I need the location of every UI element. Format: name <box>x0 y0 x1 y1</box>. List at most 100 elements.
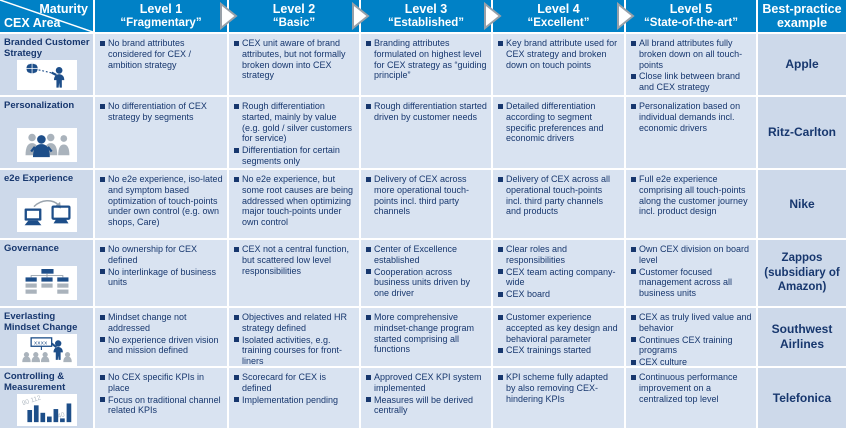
level-4-subtitle: “Excellent” <box>527 16 590 29</box>
bullet-text: Delivery of CEX across all operational t… <box>506 174 611 217</box>
bullet-item: Focus on traditional channel related KPI… <box>100 395 223 417</box>
bullet-text: CEX as truly lived value and behavior <box>639 312 752 333</box>
bullet-square-icon <box>366 374 371 380</box>
bullet-item: Continues CEX training programs <box>631 335 752 357</box>
header-level-2: Level 2 “Basic” <box>229 0 370 32</box>
svg-text:40: 40 <box>57 411 66 420</box>
bullet-square-icon <box>100 337 105 343</box>
matrix-cell-governance-level-3: Center of Excellence established Cooperat… <box>361 240 491 306</box>
matrix-cell-mindset-level-5: CEX as truly lived value and behavior Con… <box>626 308 756 367</box>
bullet-item: No e2e experience, iso-lated and symptom… <box>100 174 223 228</box>
bullet-text: CEX board <box>506 289 551 300</box>
bullet-text: Implementation pending <box>242 394 339 405</box>
bullet-item: CEX board <box>498 289 620 300</box>
bullet-square-icon <box>498 246 503 252</box>
bullet-square-icon <box>366 40 371 46</box>
matrix-cell-personalization-level-3: Rough differentiation started driven by … <box>361 97 491 168</box>
matrix-cell-mindset-level-4: Customer experience accepted as key desi… <box>493 308 624 366</box>
best-practice-title: Best-practice <box>762 1 842 16</box>
bullet-text: Isolated activities, e.g. training cours… <box>242 334 343 367</box>
bullet-square-icon <box>234 337 239 343</box>
header-level-1: Level 1 “Fragmentary” <box>95 0 238 32</box>
level-1-title: Level 1 <box>139 2 183 17</box>
bullet-text: Scorecard for CEX is defined <box>242 372 327 393</box>
bullet-text: No e2e experience, but some root causes … <box>242 174 354 228</box>
bullet-square-icon <box>234 147 239 153</box>
bullet-text: Focus on traditional channel related KPI… <box>108 394 221 416</box>
bullet-text: Center of Excellence established <box>374 244 458 265</box>
matrix-cell-e2e-level-2: No e2e experience, but some root causes … <box>229 170 359 238</box>
bullet-square-icon <box>498 176 503 182</box>
bullet-square-icon <box>100 246 105 252</box>
bullet-item: No differentiation of CEX strategy by se… <box>100 101 223 123</box>
level-1-subtitle: “Fragmentary” <box>120 16 202 29</box>
bullet-square-icon <box>100 314 105 320</box>
bullet-square-icon <box>234 40 239 46</box>
bullet-text: Customer experience accepted as key desi… <box>506 312 618 344</box>
area-cell-governance: Governance <box>0 240 93 306</box>
bullet-square-icon <box>366 103 371 109</box>
level-2-title: Level 2 <box>272 2 316 17</box>
matrix-cell-strategy-level-3: Branding attributes formulated on highes… <box>361 34 491 95</box>
level-3-subtitle: “Established” <box>387 16 465 29</box>
level-5-title: Level 5 <box>669 2 713 17</box>
bullet-item: More comprehensive mindset-change progra… <box>366 312 487 355</box>
bullet-item: Scorecard for CEX is defined <box>234 372 355 394</box>
area-label: e2e Experience <box>4 173 74 184</box>
bullet-text: CEX unit aware of brand attributes, but … <box>242 38 346 81</box>
bullet-text: Cooperation across business units driven… <box>374 266 471 299</box>
bullet-square-icon <box>631 40 636 46</box>
bullet-item: Customer experience accepted as key desi… <box>498 312 620 344</box>
matrix-cell-strategy-level-5: All brand attributes fully broken down o… <box>626 34 756 95</box>
area-label: Personalization <box>4 100 75 111</box>
bullet-text: No CEX specific KPIs in place <box>108 372 205 393</box>
matrix-cell-controlling-level-3: Approved CEX KPI system implemented Measu… <box>361 368 491 428</box>
bullet-square-icon <box>631 269 636 275</box>
level-4-title: Level 4 <box>537 2 580 17</box>
level-2-subtitle: “Basic” <box>272 16 316 29</box>
bullet-text: CEX trainings started <box>506 345 592 356</box>
bullet-item: CEX team acting company-wide <box>498 267 620 289</box>
matrix-cell-strategy-level-4: Key brand attribute used for CEX strateg… <box>493 34 624 95</box>
bullet-item: Branding attributes formulated on highes… <box>366 38 487 81</box>
bullet-item: Key brand attribute used for CEX strateg… <box>498 38 620 70</box>
diagonal-divider <box>0 0 93 32</box>
bullet-item: Delivery of CEX across more operational … <box>366 174 487 217</box>
bullet-text: Delivery of CEX across more operational … <box>374 174 470 217</box>
bullet-item: Personalization based on individual dema… <box>631 101 752 133</box>
bullet-text: Rough differentiation started, mainly by… <box>242 101 353 144</box>
bullet-square-icon <box>234 246 239 252</box>
bullet-square-icon <box>234 176 239 182</box>
area-cell-mindset-change: Everlasting Mindset Change xxxx <box>0 308 93 366</box>
bullet-text: Own CEX division on board level <box>639 244 750 265</box>
header-cex-area-label: CEX Area <box>4 16 61 30</box>
bullet-square-icon <box>631 73 636 79</box>
bullet-item: Rough differentiation started driven by … <box>366 101 487 123</box>
bullet-square-icon <box>631 176 636 182</box>
matrix-cell-governance-level-4: Clear roles and responsibilities CEX team… <box>493 240 624 306</box>
right-arrow-icon <box>219 1 239 31</box>
area-label: Branded Customer Strategy <box>4 37 90 60</box>
matrix-cell-governance-level-2: CEX not a central function, but scattere… <box>229 240 359 306</box>
bullet-text: Approved CEX KPI system implemented <box>374 372 482 393</box>
header-maturity-label: Maturity <box>39 2 88 16</box>
matrix-cell-controlling-level-5: Continuous performance improvement on a … <box>626 368 756 428</box>
bullet-text: Continuous performance improvement on a … <box>639 372 738 404</box>
bullet-text: No differentiation of CEX strategy by se… <box>108 101 207 122</box>
header-level-5: Level 5 “State-of-the-art” <box>626 0 756 32</box>
bullet-square-icon <box>631 374 636 380</box>
bullet-item: CEX trainings started <box>498 345 620 356</box>
bullet-item: Detailed differentiation according to se… <box>498 101 620 144</box>
e2e-connected-computers-icon <box>17 198 77 232</box>
bullet-text: Personalization based on individual dema… <box>639 101 741 133</box>
area-cell-personalization: Personalization <box>0 97 93 168</box>
right-arrow-icon <box>351 1 371 31</box>
bullet-square-icon <box>498 269 503 275</box>
bullet-square-icon <box>366 269 371 275</box>
bullet-text: CEX not a central function, but scattere… <box>242 244 350 276</box>
matrix-cell-strategy-level-2: CEX unit aware of brand attributes, but … <box>229 34 359 95</box>
bullet-square-icon <box>498 291 503 297</box>
svg-text:90 112: 90 112 <box>21 394 42 407</box>
personalization-people-icon <box>17 128 77 162</box>
